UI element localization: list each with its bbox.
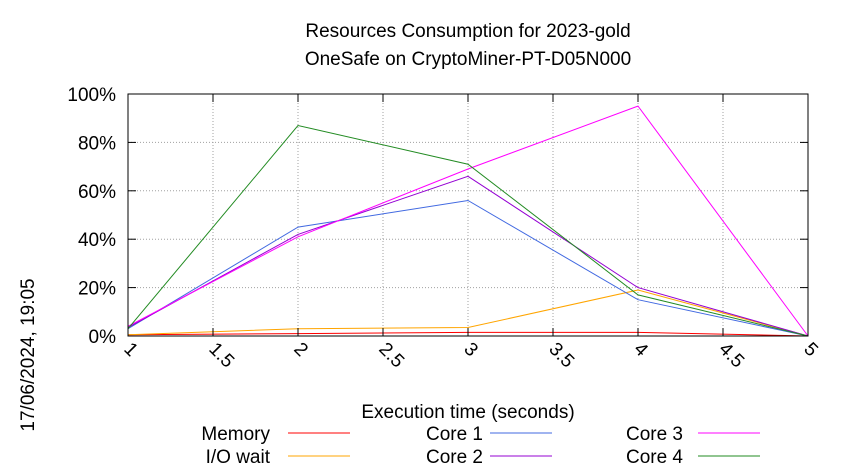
x-tick-label: 5 [799, 339, 821, 361]
x-tick-label: 3.5 [544, 339, 578, 373]
legend-label-core-1: Core 1 [426, 424, 483, 445]
legend-label-core-2: Core 2 [426, 447, 483, 468]
series-line-core-2 [127, 175, 809, 337]
chart-title-line1: Resources Consumption for 2023-gold [305, 21, 630, 42]
legend-label-core-3: Core 3 [626, 424, 683, 445]
series-line-core-3 [127, 105, 809, 337]
series-line-core-4 [127, 124, 809, 337]
legend-label-i-o-wait: I/O wait [206, 447, 271, 468]
series-line-core-1 [127, 199, 809, 337]
y-tick-label: 20% [78, 279, 116, 300]
y-tick-label: 0% [89, 327, 117, 348]
axes: 1 1.5 2 2.5 3 3.5 4 4.5 5 0% 20% 40% 60% 80% 100% [67, 85, 821, 372]
chart-title-line2: OneSafe on CryptoMiner-PT-D05N000 [305, 49, 631, 70]
x-tick-label: 4 [629, 339, 652, 362]
x-axis-label: Execution time (seconds) [361, 402, 574, 423]
x-tick-label: 1 [119, 339, 141, 361]
x-tick-label: 2.5 [374, 339, 408, 373]
x-tick-label: 1.5 [204, 339, 238, 373]
x-tick-label: 4.5 [714, 339, 748, 373]
x-tick-label: 2 [289, 339, 311, 361]
series-line-i-o-wait [127, 289, 809, 337]
grid [128, 94, 808, 336]
y-tick-label: 80% [78, 133, 116, 154]
y-tick-label: 60% [78, 182, 116, 203]
legend-label-core-4: Core 4 [626, 447, 683, 468]
timestamp-label: 17/06/2024, 19:05 [18, 278, 39, 431]
x-tick-label: 3 [459, 339, 481, 361]
legend-label-memory: Memory [201, 424, 270, 445]
y-tick-label: 100% [67, 85, 116, 106]
y-tick-label: 40% [78, 230, 116, 251]
